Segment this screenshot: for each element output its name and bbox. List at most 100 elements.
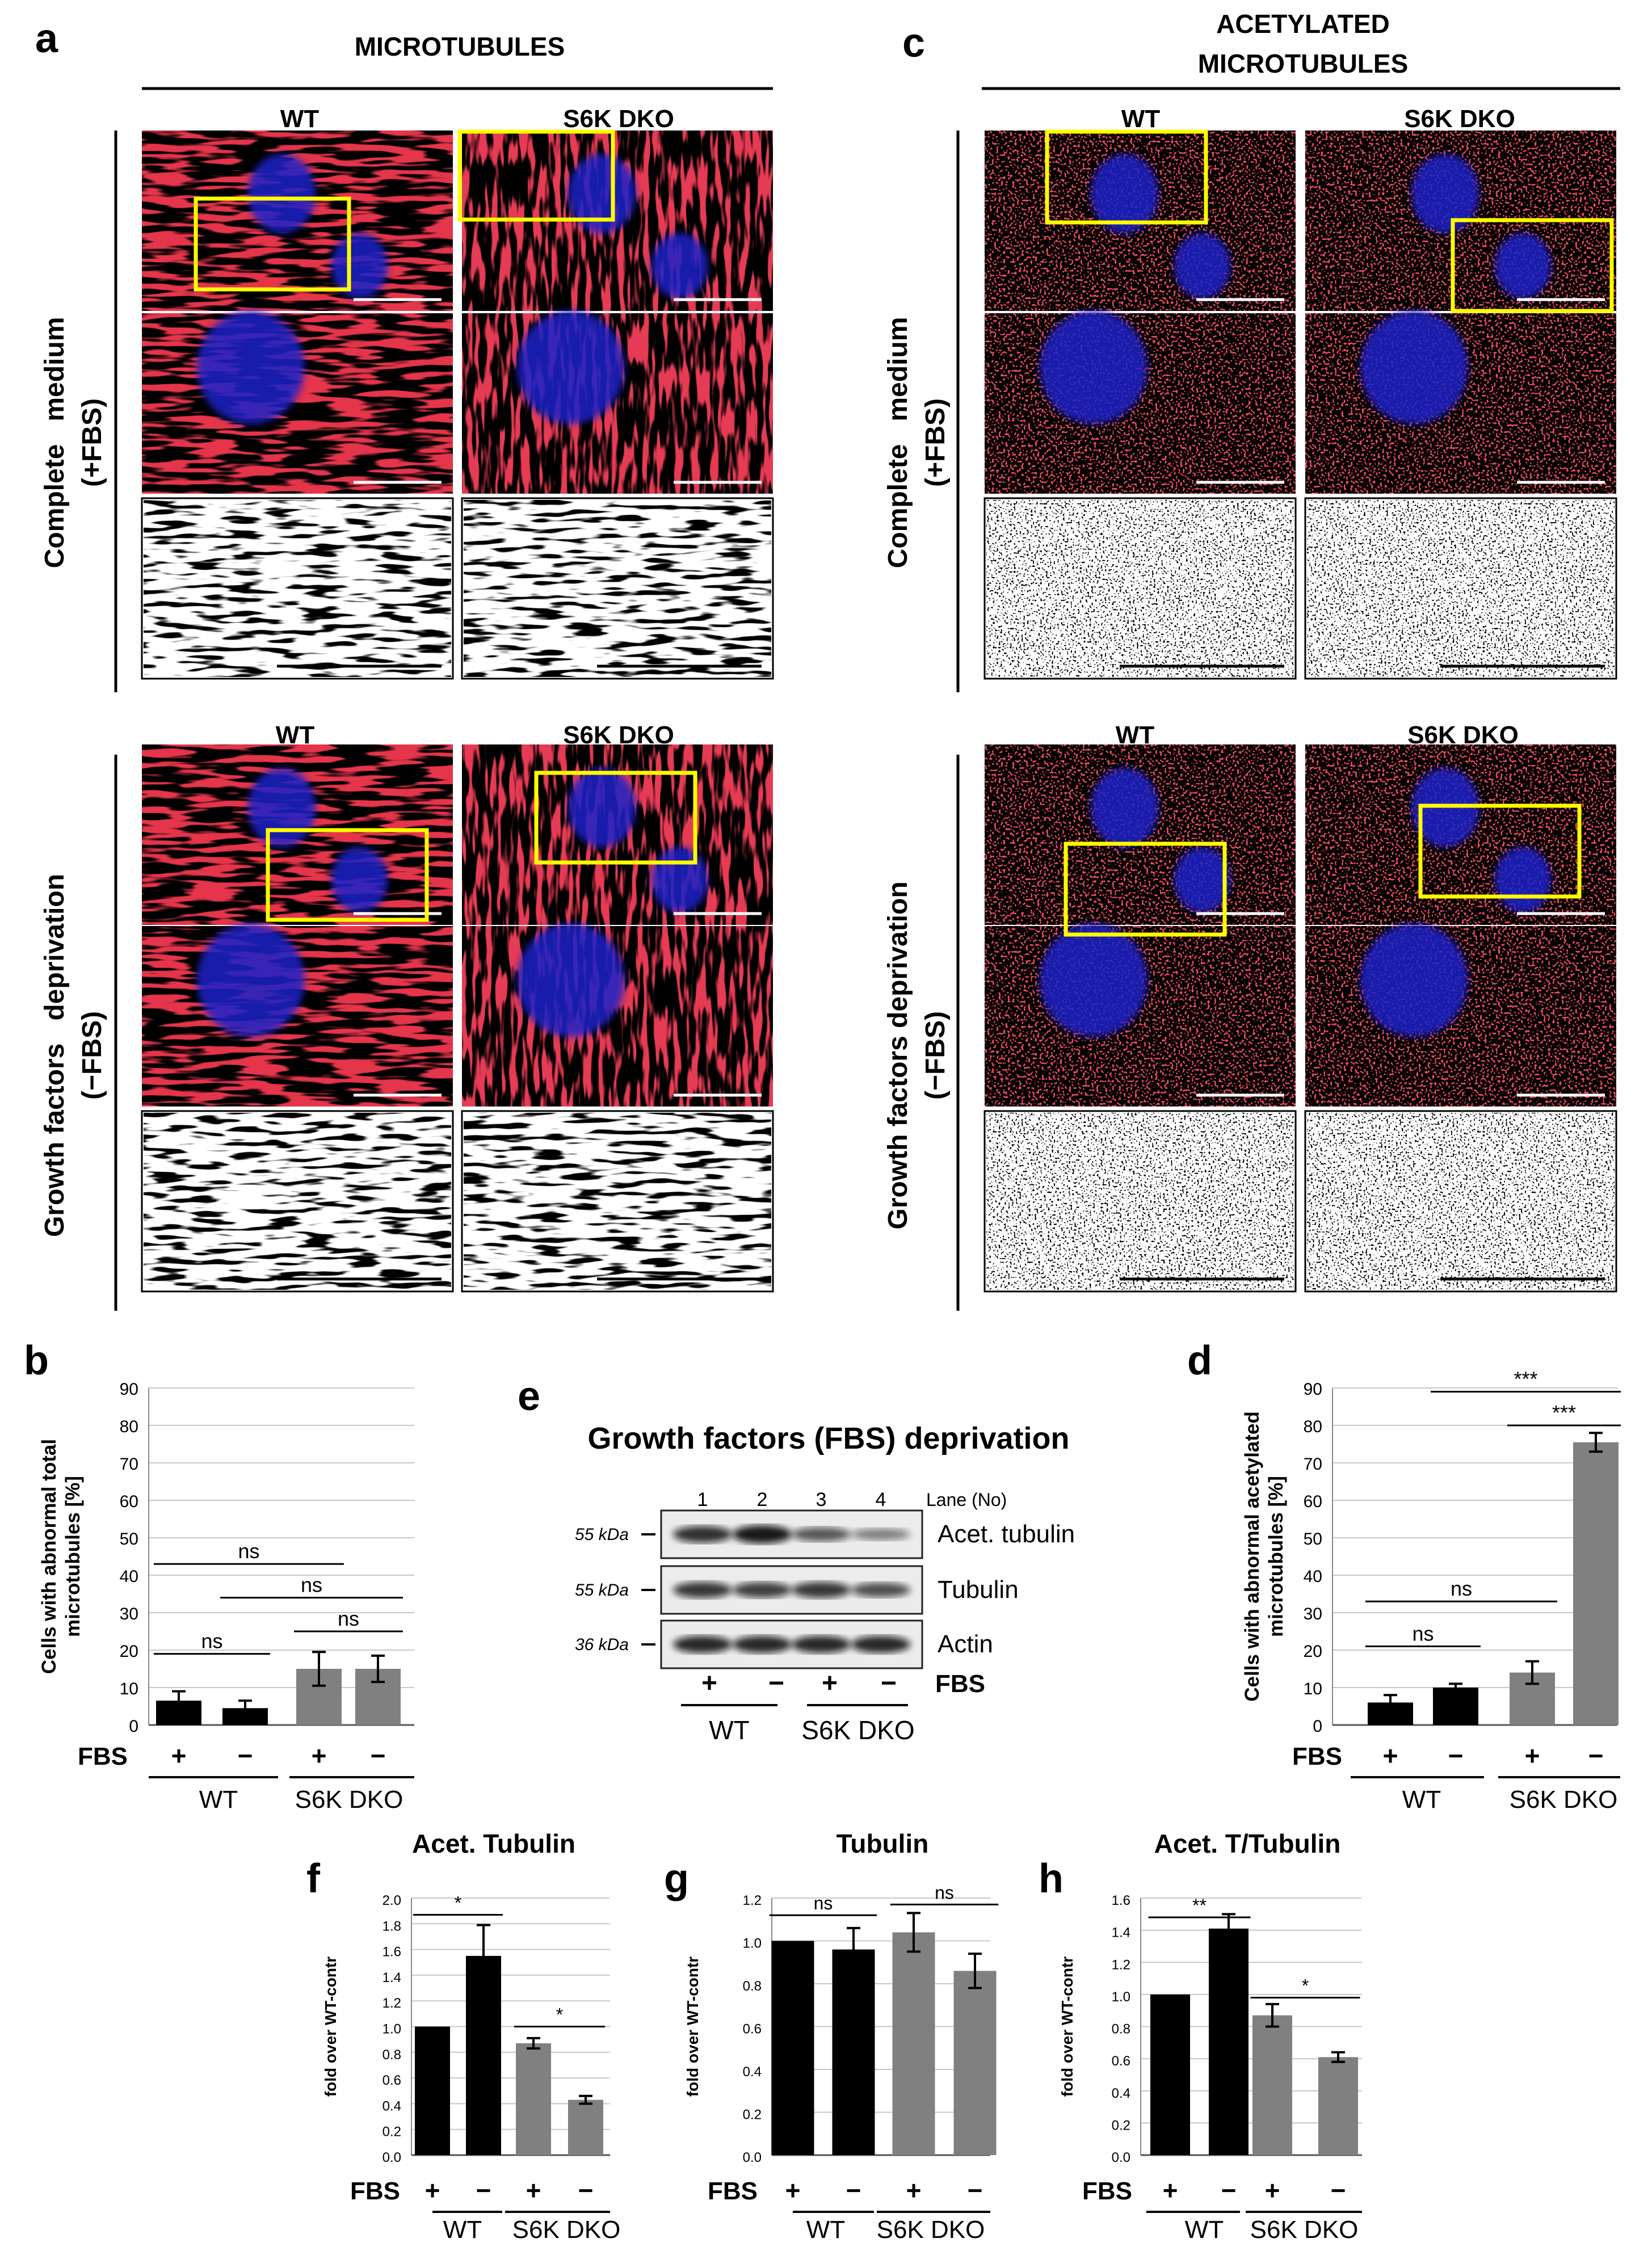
significance-label: *** <box>1552 1401 1576 1424</box>
chart-title: Tubulin <box>836 1829 929 1858</box>
nucleus <box>1360 310 1468 424</box>
bar-2 <box>1209 1928 1249 2155</box>
row-label-a-top-1: Complete medium <box>40 317 70 569</box>
panel-label-f: f <box>306 1856 321 1901</box>
y-tick-label: 2.0 <box>382 1893 401 1908</box>
col-header-a-top-dko: S6K DKO <box>563 105 674 133</box>
bar-1 <box>415 2026 450 2155</box>
chart-b: 0 10 20 30 40 50 60 70 80 90 Cells with abnormal t… <box>38 1380 414 1814</box>
panel-label-h: h <box>1039 1856 1063 1901</box>
fbs-sign: + <box>526 2176 541 2205</box>
fbs-sign: + <box>1163 2176 1178 2205</box>
panel-label-b: b <box>24 1338 49 1383</box>
nucleus <box>1360 923 1468 1037</box>
y-axis-label-line-1: Cells with abnormal acetylated <box>1241 1411 1263 1702</box>
micrograph-c-bottom-dko-row3-inverted <box>1307 1113 1615 1290</box>
fbs-sign: − <box>578 2176 594 2205</box>
y-axis-label-line-1: fold over WT-contr <box>684 1957 701 2097</box>
blot-band <box>673 1526 732 1543</box>
blot-strips: 55 kDa Acet. tubulin 55 kDa Tubulin 36 kDa Ac… <box>575 1509 1075 1669</box>
significance-label: ns <box>201 1630 222 1653</box>
y-tick-label: 0.2 <box>743 2107 762 2123</box>
zoom-region-frame <box>266 828 429 922</box>
fbs-sign: + <box>171 1741 187 1770</box>
group-label: S6K DKO <box>512 2216 621 2244</box>
blot-fbs-sign-4: − <box>881 1668 897 1698</box>
bar-2 <box>1433 1688 1478 1725</box>
y-tick-label: 0.2 <box>1112 2118 1130 2133</box>
blot-title: Growth factors (FBS) deprivation <box>587 1421 1069 1455</box>
bar-4 <box>1318 2057 1358 2155</box>
micrograph-c-top-dko-row3-inverted <box>1307 500 1615 677</box>
blot-band <box>851 1528 910 1541</box>
y-tick-label: 80 <box>120 1417 138 1436</box>
blot-name-2: Tubulin <box>938 1576 1019 1604</box>
y-tick-label: 0.0 <box>1112 2150 1130 2165</box>
col-header-a-top-wt: WT <box>280 105 320 133</box>
fbs-sign: + <box>785 2176 801 2205</box>
blot-band <box>792 1527 851 1542</box>
y-tick-label: 1.0 <box>1112 1989 1130 2005</box>
blot-fbs-sign-2: − <box>768 1668 784 1698</box>
fbs-label: FBS <box>708 2177 758 2205</box>
nucleus <box>1090 154 1159 234</box>
row-label-a-bottom-1: Growth factors deprivation <box>40 874 70 1237</box>
chart-d: 0 10 20 30 40 50 60 70 80 90 Cells with abnormal a… <box>1241 1368 1621 1814</box>
fbs-sign: − <box>371 1741 386 1770</box>
group-label: S6K DKO <box>295 1786 403 1814</box>
group-label: WT <box>1185 2216 1224 2244</box>
panel-a-title: MICROTUBULES <box>355 32 565 61</box>
y-tick-label: 1.6 <box>382 1945 401 1960</box>
y-tick-label: 30 <box>120 1605 138 1623</box>
row-label-a-top-2: (+FBS) <box>77 398 107 487</box>
y-axis-label-line-1: fold over WT-contr <box>1058 1957 1076 2097</box>
zoom-region-frame <box>1063 842 1227 937</box>
col-header-c-bottom-wt: WT <box>1116 721 1155 749</box>
blot-band <box>733 1582 792 1598</box>
blot-name-3: Actin <box>938 1630 993 1658</box>
y-tick-label: 0 <box>1313 1717 1322 1736</box>
y-tick-label: 70 <box>120 1455 138 1474</box>
zoom-region-frame <box>1045 129 1208 225</box>
significance-label: * <box>1302 1976 1309 1996</box>
panel-label-c: c <box>902 20 925 66</box>
significance-label: * <box>455 1892 461 1913</box>
blot-name-1: Acet. tubulin <box>938 1520 1075 1548</box>
blot-fbs-label: FBS <box>935 1670 985 1698</box>
bar-4 <box>1573 1442 1619 1725</box>
micrograph-a-bottom-wt-row3-inverted <box>144 1113 451 1290</box>
y-axis-label: Cells with abnormal total microtubules [%… <box>38 1439 84 1674</box>
bar-3 <box>892 1932 935 2155</box>
col-header-c-top-wt: WT <box>1121 105 1161 133</box>
blot-band <box>673 1581 732 1598</box>
fbs-sign: + <box>425 2176 440 2205</box>
bar-2 <box>466 1955 501 2155</box>
y-tick-label: 20 <box>120 1642 138 1661</box>
panel-label-a: a <box>35 16 58 61</box>
y-tick-label: 1.0 <box>743 1936 762 1951</box>
y-tick-label: 50 <box>1304 1530 1322 1549</box>
bar-4 <box>953 1971 997 2155</box>
y-axis-label: fold over WT-contr <box>322 1957 339 2097</box>
y-axis-label-line-2: microtubules [%] <box>62 1476 84 1637</box>
nucleus <box>516 310 625 424</box>
nucleus <box>331 233 388 299</box>
nucleus <box>1411 154 1479 234</box>
panel-label-e: e <box>518 1374 540 1419</box>
chart-g: 0.0 0.2 0.4 0.6 0.8 1.0 1.2 fold over WT-contr T… <box>684 1829 999 2244</box>
fbs-sign: − <box>846 2176 861 2205</box>
y-tick-label: 1.6 <box>1112 1893 1130 1908</box>
blot-lane-2: 2 <box>757 1489 768 1511</box>
nucleus <box>651 233 708 299</box>
y-tick-label: 0 <box>129 1717 138 1736</box>
chart-f: 0.0 0.2 0.4 0.6 0.8 1.0 1.2 1.4 1.6 1.8 2.0 fold ov… <box>322 1829 620 2244</box>
y-tick-label: 70 <box>1304 1455 1322 1474</box>
group-label: S6K DKO <box>877 2216 985 2244</box>
western-blot: Growth factors (FBS) deprivation 1 2 3 4… <box>575 1421 1075 1745</box>
nucleus <box>1174 233 1231 299</box>
significance-label: ns <box>935 1882 954 1903</box>
significance-label: ns <box>238 1539 259 1563</box>
blot-kda-2: 55 kDa <box>575 1581 629 1600</box>
